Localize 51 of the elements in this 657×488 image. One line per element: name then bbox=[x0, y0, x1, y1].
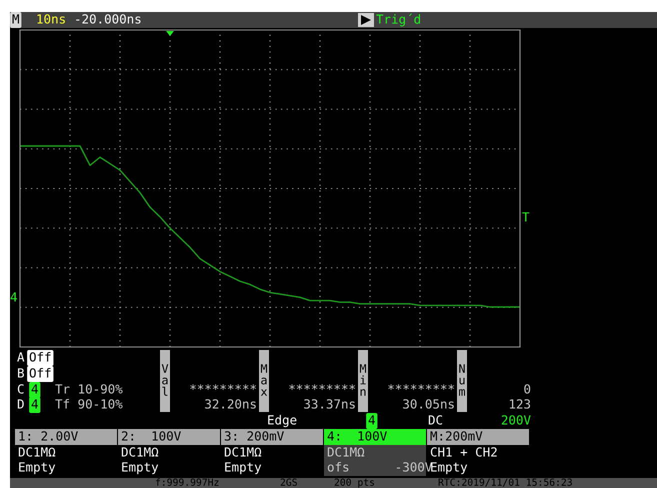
text: Min bbox=[360, 364, 366, 396]
text: 3: 200mV bbox=[224, 431, 284, 441]
text: Off bbox=[30, 352, 51, 362]
text: 30.05ns bbox=[403, 399, 454, 409]
text: ofs -300V bbox=[328, 462, 432, 472]
text: 200 pts bbox=[334, 478, 374, 488]
text: CH1 + CH2 bbox=[430, 447, 497, 457]
text: Edge bbox=[268, 414, 296, 428]
text: DC bbox=[428, 415, 442, 425]
text: 200V bbox=[502, 415, 531, 425]
text: Num bbox=[459, 364, 465, 396]
text: 32.20ns bbox=[205, 399, 256, 409]
text: 2GS bbox=[280, 478, 297, 486]
text: D bbox=[18, 399, 24, 408]
text: 4 bbox=[32, 399, 38, 408]
text: 4 bbox=[32, 384, 38, 394]
text: Off bbox=[30, 368, 51, 378]
text: 123 bbox=[510, 399, 530, 409]
text: 4: 100V bbox=[328, 431, 387, 441]
text: DC1MΩ bbox=[328, 447, 364, 457]
text: A bbox=[17, 352, 24, 362]
text: ********* bbox=[289, 384, 355, 390]
text: Empty bbox=[431, 462, 468, 474]
text: 4 bbox=[10, 292, 17, 302]
text: 33.37ns bbox=[304, 399, 355, 409]
text: B bbox=[18, 368, 24, 378]
text: ********* bbox=[388, 384, 454, 390]
text: Trig´d bbox=[376, 14, 420, 26]
text: T bbox=[522, 212, 530, 222]
text: Empty bbox=[19, 462, 56, 474]
text: RTC:2019/11/01 15:56:23 bbox=[438, 478, 572, 487]
text: M bbox=[12, 14, 19, 24]
text: M:200mV bbox=[430, 431, 482, 441]
text: -20.000ns bbox=[76, 14, 140, 24]
text: 1: 2.00V bbox=[20, 431, 78, 441]
text: Tr 10-90% bbox=[55, 384, 123, 394]
text: 0 bbox=[524, 384, 530, 394]
text: DC1MΩ bbox=[224, 447, 262, 457]
text: 10ns bbox=[38, 14, 65, 24]
text: Max bbox=[260, 364, 268, 396]
text: f:999.997Hz bbox=[156, 478, 218, 486]
text: 2: 100V bbox=[122, 431, 181, 441]
text: 4 bbox=[368, 415, 375, 424]
text: Tf 90-10% bbox=[55, 398, 123, 409]
text: ********* bbox=[190, 384, 256, 390]
text: Empty bbox=[225, 462, 262, 474]
text: DC1MΩ bbox=[18, 447, 56, 457]
text: C bbox=[18, 384, 24, 394]
text: Val bbox=[162, 364, 168, 396]
text: Empty bbox=[122, 462, 158, 474]
text: DC1MΩ bbox=[122, 447, 158, 457]
